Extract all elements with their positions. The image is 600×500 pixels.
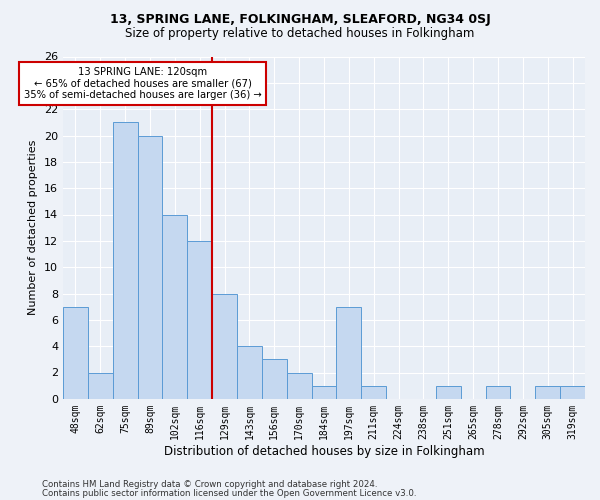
Bar xyxy=(88,372,113,399)
Bar xyxy=(262,360,287,399)
Bar xyxy=(137,136,163,399)
Text: Contains HM Land Registry data © Crown copyright and database right 2024.: Contains HM Land Registry data © Crown c… xyxy=(42,480,377,489)
Bar xyxy=(485,386,511,399)
Text: Size of property relative to detached houses in Folkingham: Size of property relative to detached ho… xyxy=(125,28,475,40)
Bar xyxy=(436,386,461,399)
Bar xyxy=(212,294,237,399)
Bar xyxy=(361,386,386,399)
Bar xyxy=(311,386,337,399)
Text: 13 SPRING LANE: 120sqm
← 65% of detached houses are smaller (67)
35% of semi-det: 13 SPRING LANE: 120sqm ← 65% of detached… xyxy=(23,67,262,100)
Bar xyxy=(337,306,361,399)
X-axis label: Distribution of detached houses by size in Folkingham: Distribution of detached houses by size … xyxy=(164,444,484,458)
Bar xyxy=(287,372,311,399)
Y-axis label: Number of detached properties: Number of detached properties xyxy=(28,140,38,316)
Bar xyxy=(63,306,88,399)
Bar xyxy=(163,214,187,399)
Text: Contains public sector information licensed under the Open Government Licence v3: Contains public sector information licen… xyxy=(42,490,416,498)
Bar xyxy=(535,386,560,399)
Bar xyxy=(237,346,262,399)
Text: 13, SPRING LANE, FOLKINGHAM, SLEAFORD, NG34 0SJ: 13, SPRING LANE, FOLKINGHAM, SLEAFORD, N… xyxy=(110,12,490,26)
Bar xyxy=(560,386,585,399)
Bar xyxy=(113,122,137,399)
Bar xyxy=(187,241,212,399)
